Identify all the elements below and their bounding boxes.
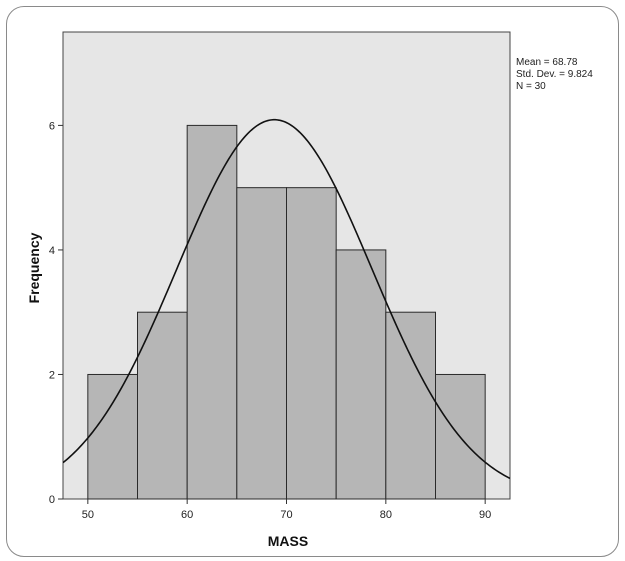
axes bbox=[58, 124, 486, 504]
x-tick-label: 60 bbox=[181, 509, 193, 521]
tick-labels: 50 60 70 80 90 0 2 4 6 bbox=[49, 120, 491, 521]
y-axis-title: Frequency bbox=[26, 232, 42, 303]
x-tick-label: 70 bbox=[280, 509, 292, 521]
histogram-bars bbox=[87, 124, 486, 500]
histogram-bar-3 bbox=[186, 124, 238, 500]
x-tick-label: 90 bbox=[479, 509, 491, 521]
y-tick-label: 4 bbox=[49, 245, 55, 257]
histogram-bar-4 bbox=[236, 187, 287, 500]
stats-mean: Mean = 68.78 bbox=[516, 57, 578, 68]
histogram-bar-6 bbox=[335, 249, 387, 500]
histogram-bar-2 bbox=[137, 311, 188, 500]
histogram-bar-5 bbox=[286, 187, 337, 500]
y-tick-label: 2 bbox=[49, 369, 55, 381]
histogram-bar-1 bbox=[87, 373, 139, 500]
x-tick-label: 80 bbox=[380, 509, 392, 521]
x-axis-title: MASS bbox=[268, 533, 308, 549]
y-tick-label: 6 bbox=[49, 120, 55, 132]
stats-n: N = 30 bbox=[516, 81, 546, 92]
x-tick-label: 50 bbox=[82, 509, 94, 521]
normal-curve-group bbox=[63, 118, 510, 480]
normal-curve bbox=[63, 118, 510, 480]
stats-box: Mean = 68.78 Std. Dev. = 9.824 N = 30 bbox=[516, 57, 593, 92]
histogram-bar-7 bbox=[385, 311, 437, 500]
y-tick-label: 0 bbox=[49, 494, 55, 506]
stats-std-dev: Std. Dev. = 9.824 bbox=[516, 69, 593, 80]
